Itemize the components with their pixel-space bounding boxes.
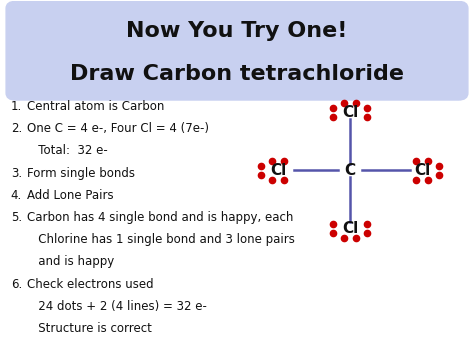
Text: Cl: Cl xyxy=(342,105,358,120)
Text: 4.: 4. xyxy=(11,189,22,202)
Text: Central atom is Carbon: Central atom is Carbon xyxy=(27,100,164,113)
Text: Check electrons used: Check electrons used xyxy=(27,278,154,290)
Text: Now You Try One!: Now You Try One! xyxy=(126,21,348,41)
Text: Structure is correct: Structure is correct xyxy=(27,322,152,335)
FancyBboxPatch shape xyxy=(6,1,468,100)
Text: Chlorine has 1 single bond and 3 lone pairs: Chlorine has 1 single bond and 3 lone pa… xyxy=(27,233,295,246)
Text: Cl: Cl xyxy=(270,163,286,178)
Text: Cl: Cl xyxy=(342,221,358,236)
Text: 6.: 6. xyxy=(11,278,22,290)
Text: and is happy: and is happy xyxy=(27,255,115,268)
Text: Form single bonds: Form single bonds xyxy=(27,166,135,180)
Text: One C = 4 e-, Four Cl = 4 (7e-): One C = 4 e-, Four Cl = 4 (7e-) xyxy=(27,122,210,135)
Text: Cl: Cl xyxy=(414,163,430,178)
Text: Draw Carbon tetrachloride: Draw Carbon tetrachloride xyxy=(70,64,404,83)
Text: Carbon has 4 single bond and is happy, each: Carbon has 4 single bond and is happy, e… xyxy=(27,211,294,224)
Text: 24 dots + 2 (4 lines) = 32 e-: 24 dots + 2 (4 lines) = 32 e- xyxy=(27,300,207,313)
Text: 1.: 1. xyxy=(11,100,22,113)
Text: Add Lone Pairs: Add Lone Pairs xyxy=(27,189,114,202)
Text: Total:  32 e-: Total: 32 e- xyxy=(27,144,108,157)
Text: 3.: 3. xyxy=(11,166,22,180)
Text: 2.: 2. xyxy=(11,122,22,135)
Text: C: C xyxy=(345,163,356,178)
Text: 5.: 5. xyxy=(11,211,22,224)
